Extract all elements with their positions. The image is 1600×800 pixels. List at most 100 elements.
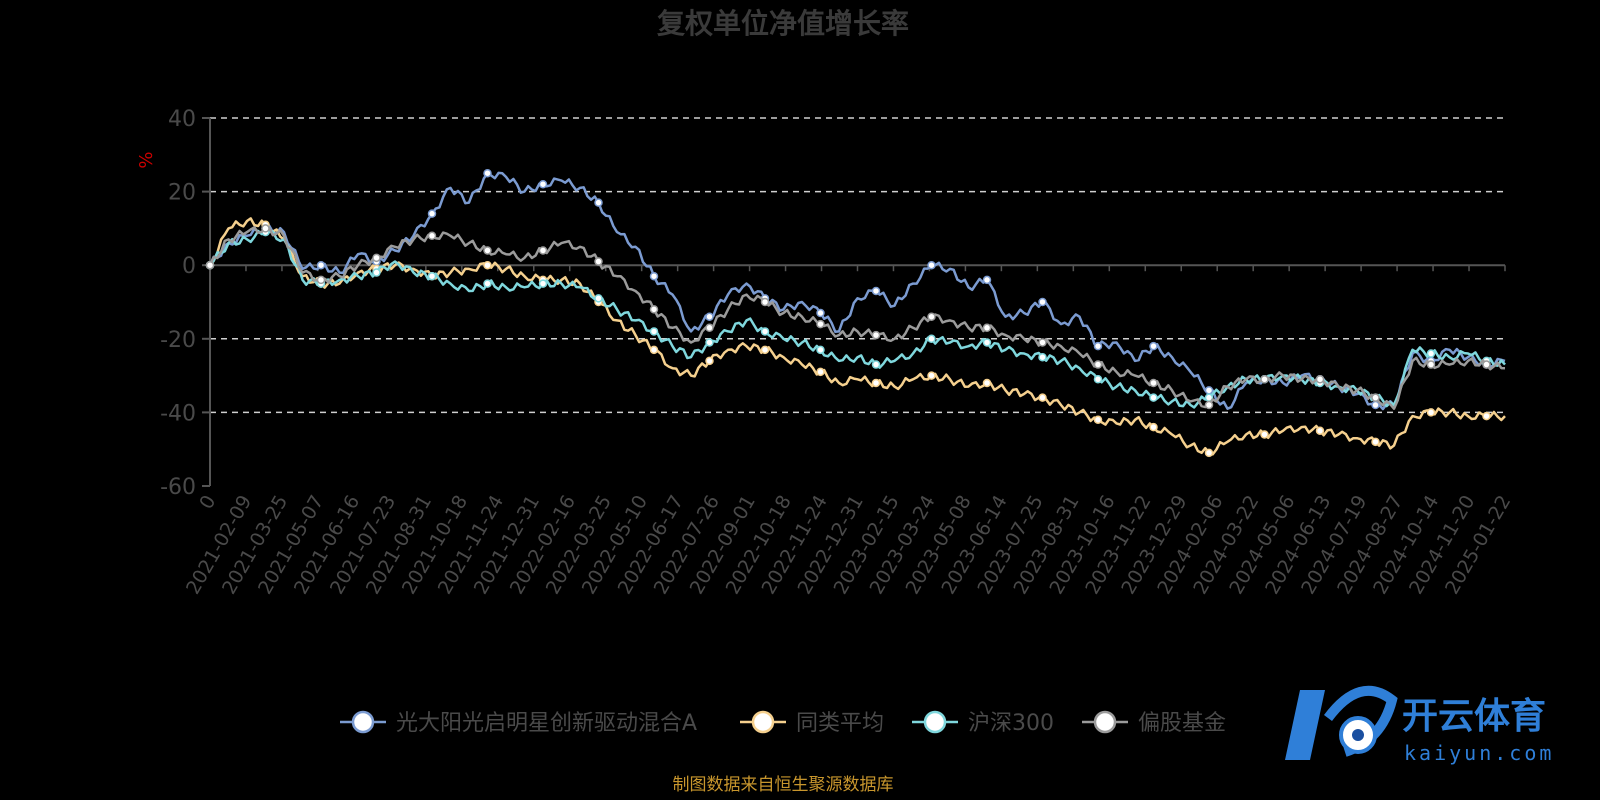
- series-marker: [427, 231, 437, 241]
- watermark-brand-cn: 开云体育: [1402, 696, 1546, 737]
- legend-item[interactable]: 同类平均: [740, 710, 884, 736]
- kaiyun-logo-icon: [1285, 685, 1398, 760]
- legend-item[interactable]: 光大阳光启明星创新驱动混合A: [340, 710, 697, 736]
- series-marker: [871, 286, 881, 296]
- series-marker: [816, 319, 825, 329]
- series-marker: [538, 279, 548, 288]
- series-marker: [705, 312, 714, 321]
- y-axis-unit: %: [136, 151, 157, 168]
- series-marker: [427, 209, 437, 218]
- x-tick-label: 0: [195, 492, 220, 513]
- series-marker: [483, 168, 492, 178]
- series-marker: [1204, 386, 1214, 395]
- series-marker: [1482, 411, 1491, 421]
- series-marker: [483, 260, 492, 270]
- legend-marker: [351, 710, 375, 734]
- series-marker: [1149, 393, 1158, 402]
- series-marker: [1260, 430, 1269, 439]
- series-marker: [1482, 360, 1491, 369]
- series-marker: [649, 345, 659, 355]
- series-marker: [1260, 375, 1269, 384]
- watermark-logo: 开云体育 kaiyun.com: [1285, 685, 1554, 765]
- series-line: [208, 226, 1506, 410]
- y-tick-label: -20: [160, 328, 196, 353]
- series-marker: [927, 371, 936, 380]
- series-marker: [649, 327, 659, 336]
- series-marker: [1149, 378, 1158, 388]
- series-marker: [594, 198, 603, 207]
- chart-title: 复权单位净值增长率: [657, 7, 909, 40]
- series-marker: [261, 224, 270, 233]
- series-marker: [982, 323, 992, 333]
- series-marker: [594, 294, 603, 303]
- series-marker: [1038, 352, 1047, 362]
- series-line: [209, 217, 1506, 456]
- series-marker: [816, 308, 825, 318]
- series-marker: [927, 334, 936, 344]
- series-marker: [316, 275, 326, 285]
- series-marker: [1093, 415, 1103, 425]
- series-marker: [927, 312, 936, 321]
- series-marker: [1426, 360, 1436, 369]
- legend-marker: [923, 710, 947, 734]
- series-marker: [1149, 422, 1158, 432]
- y-tick-label: 40: [168, 107, 196, 132]
- series-marker: [982, 275, 992, 285]
- series-marker: [538, 246, 548, 255]
- series-marker: [1093, 375, 1103, 384]
- watermark-brand-en: kaiyun.com: [1404, 741, 1554, 765]
- y-tick-label: -60: [160, 475, 196, 500]
- series-marker: [427, 271, 437, 281]
- series-marker: [705, 356, 714, 366]
- series-marker: [1371, 437, 1380, 447]
- series-marker: [1315, 426, 1325, 436]
- legend-marker: [751, 710, 775, 734]
- series-marker: [705, 323, 714, 333]
- series-marker: [372, 268, 381, 277]
- series-line: [208, 171, 1506, 411]
- x-ticks: 02021-02-092021-03-252021-05-072021-06-1…: [182, 492, 1515, 599]
- series-marker: [927, 260, 936, 270]
- series-marker: [316, 260, 326, 270]
- series-marker: [816, 345, 825, 355]
- legend-item[interactable]: 沪深300: [912, 710, 1054, 736]
- series-marker: [372, 253, 381, 263]
- legend-label: 偏股基金: [1138, 711, 1226, 736]
- series-marker: [816, 367, 825, 377]
- legend-label: 沪深300: [968, 711, 1054, 736]
- series-marker: [1149, 341, 1158, 351]
- legend-label: 光大阳光启明星创新驱动混合A: [396, 711, 697, 736]
- series-marker: [982, 338, 992, 347]
- series-marker: [1038, 297, 1047, 307]
- series-marker: [538, 179, 548, 189]
- series-marker: [760, 297, 770, 307]
- legend-marker: [1093, 710, 1117, 734]
- legend-item[interactable]: 偏股基金: [1082, 710, 1226, 736]
- series-marker: [982, 378, 992, 388]
- series-marker: [649, 271, 659, 281]
- y-tick-label: 20: [168, 181, 196, 206]
- series-lines: [205, 168, 1506, 458]
- y-tick-label: -40: [160, 401, 196, 426]
- series-marker: [1315, 375, 1325, 384]
- series-marker: [871, 378, 881, 388]
- data-source-note: 制图数据来自恒生聚源数据库: [673, 775, 894, 795]
- legend-label: 同类平均: [796, 711, 884, 736]
- series-marker: [1038, 338, 1047, 347]
- series-marker: [871, 330, 881, 340]
- grid-lines: [210, 117, 1505, 414]
- series-marker: [1204, 400, 1214, 410]
- series-marker: [205, 260, 215, 270]
- series-marker: [1426, 349, 1436, 358]
- series-marker: [483, 246, 492, 255]
- series-marker: [760, 345, 770, 355]
- series-marker: [594, 257, 603, 266]
- y-tick-label: 0: [182, 254, 196, 279]
- series-marker: [760, 327, 770, 336]
- series-marker: [1038, 393, 1047, 402]
- series-marker: [1093, 360, 1103, 369]
- series-marker: [1426, 408, 1436, 417]
- legend[interactable]: 光大阳光启明星创新驱动混合A 同类平均 沪深300 偏股基金: [340, 710, 1226, 736]
- series-marker: [1371, 393, 1380, 402]
